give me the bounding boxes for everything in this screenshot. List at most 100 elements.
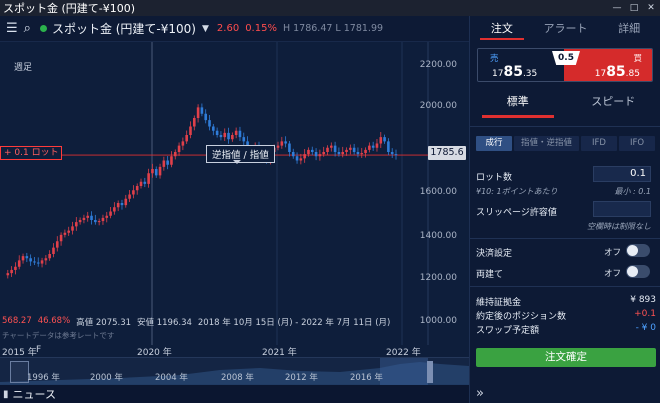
window-title: スポット金 (円建て-¥100) xyxy=(3,2,136,15)
candle-body xyxy=(189,126,192,135)
sell-button[interactable]: 売 1785.35 xyxy=(478,49,566,81)
sell-price: 1785.35 xyxy=(492,64,538,80)
y-tick-label: 1200.00 xyxy=(419,273,457,283)
symbol-selector[interactable]: スポット金 (円建て-¥100) xyxy=(51,22,196,36)
divider xyxy=(470,286,660,287)
chart-plot[interactable] xyxy=(0,42,469,345)
swap-label: スワップ予定額 xyxy=(476,326,540,336)
candle-body xyxy=(242,137,246,142)
candle-body xyxy=(333,145,337,152)
spread-badge: 0.5 xyxy=(552,51,580,65)
navigator-year: 2004 年 xyxy=(155,373,188,383)
y-tick-label: 1600.00 xyxy=(419,187,457,197)
candle-body xyxy=(288,143,291,152)
minimize-icon[interactable]: — xyxy=(612,2,622,13)
candle-body xyxy=(356,152,360,155)
settlement-label: 決済設定 xyxy=(476,249,513,259)
news-icon[interactable]: ▮ xyxy=(3,388,9,400)
range-navigator[interactable]: 1996 年 2000 年 2004 年 2008 年 2012 年 2016 … xyxy=(0,357,469,385)
candle-body xyxy=(246,141,249,148)
order-type-ifo[interactable]: IFO xyxy=(618,136,656,151)
navigator-window-left[interactable] xyxy=(10,361,29,383)
x-tick-label: 2021 年 xyxy=(262,348,297,358)
candle-body xyxy=(303,154,306,159)
order-type-market[interactable]: 成行 xyxy=(476,136,513,151)
candle-body xyxy=(238,130,242,138)
menu-icon[interactable]: ☰ xyxy=(6,21,18,36)
candle-body xyxy=(196,107,200,118)
candle-body xyxy=(6,273,10,276)
hedge-state: オフ xyxy=(603,269,621,279)
confirm-order-button[interactable]: 注文確定 xyxy=(476,348,656,367)
order-type-limit-stop[interactable]: 指値・逆指値 xyxy=(514,136,579,151)
candle-body xyxy=(280,141,284,146)
order-type-tooltip[interactable]: 逆指値 / 指値 xyxy=(206,145,275,164)
lot-input[interactable]: 0.1 xyxy=(593,166,651,182)
order-type-selector: 成行 指値・逆指値 IFD IFO xyxy=(476,136,656,151)
candle-body xyxy=(345,149,348,152)
stat-change-pct: 46.68% xyxy=(37,316,71,326)
tab-order[interactable]: 注文 xyxy=(470,16,534,42)
navigator-handle[interactable] xyxy=(427,361,433,383)
tab-details[interactable]: 詳細 xyxy=(618,22,641,35)
buy-label: 買 xyxy=(633,54,642,64)
double-chevron-icon[interactable]: » xyxy=(476,386,484,401)
mode-tabs: 標準 スピード xyxy=(470,90,660,118)
tab-standard[interactable]: 標準 xyxy=(470,90,566,118)
candle-body xyxy=(276,145,280,148)
chart-toolbar: ☰ ⌕ スポット金 (円建て-¥100) ▼ 2.60 0.15% H 1786… xyxy=(0,16,469,42)
divider xyxy=(470,238,660,239)
candle-body xyxy=(59,234,63,242)
candle-body xyxy=(94,220,97,223)
position-value: +0.1 xyxy=(634,309,656,319)
candle-body xyxy=(166,160,169,165)
timeframe-label[interactable]: 週足 xyxy=(14,63,33,73)
candle-body xyxy=(181,141,185,146)
y-tick-label: 1400.00 xyxy=(419,231,457,241)
candle-body xyxy=(375,143,379,148)
maximize-icon[interactable]: □ xyxy=(629,2,639,13)
lot-row: ロット数 0.1 ¥10: 1ポイントあたり 最小 : 0.1 xyxy=(476,166,656,206)
news-label[interactable]: ニュース xyxy=(12,388,56,401)
candle-body xyxy=(78,220,82,223)
chart-note: チャートデータは参考レートです xyxy=(2,331,115,340)
hedge-label: 両建て xyxy=(476,270,504,280)
lot-line-label[interactable]: + 0.1 ロット xyxy=(0,146,62,160)
tab-speed[interactable]: スピード xyxy=(591,95,636,108)
tab-alert[interactable]: アラート xyxy=(543,22,588,35)
slippage-input[interactable] xyxy=(593,201,651,217)
window-controls: — □ ✕ xyxy=(610,2,660,15)
candle-body xyxy=(227,132,230,140)
candle-body xyxy=(219,135,223,138)
settlement-toggle[interactable] xyxy=(626,244,650,257)
candle-body xyxy=(360,153,364,155)
price-chart[interactable]: 週足 2200.00 2000.00 1600.00 1400.00 1200.… xyxy=(0,42,469,345)
order-type-ifd[interactable]: IFD xyxy=(580,136,617,151)
chart-stats: 568.27 46.68% 高値 2075.31 安値 1196.34 2018… xyxy=(2,316,390,328)
news-bar[interactable]: ▮ ニュース xyxy=(0,385,469,403)
slippage-hint: 空欄時は制限なし xyxy=(587,222,651,231)
position-label: 約定後のポジション数 xyxy=(476,312,567,322)
search-icon[interactable]: ⌕ xyxy=(23,21,31,36)
candle-body xyxy=(349,147,352,150)
hedge-toggle[interactable] xyxy=(626,265,650,278)
price-change-pct: 0.15% xyxy=(245,23,277,34)
candle-body xyxy=(387,141,390,152)
candle-body xyxy=(234,130,238,135)
candle-body xyxy=(48,254,51,259)
candle-body xyxy=(341,152,345,155)
x-tick-label: 2015 年 xyxy=(2,348,37,358)
candle-body xyxy=(158,166,162,176)
candle-body xyxy=(231,135,234,140)
candle-body xyxy=(97,221,101,223)
chevron-down-icon[interactable]: ▼ xyxy=(202,23,209,34)
candle-body xyxy=(128,194,131,199)
swap-value: - ¥ 0 xyxy=(635,323,656,333)
buy-price: 1785.85 xyxy=(594,64,640,80)
candle-body xyxy=(67,230,70,233)
close-icon[interactable]: ✕ xyxy=(647,2,655,13)
candle-body xyxy=(318,154,322,157)
y-tick-label: 2200.00 xyxy=(419,60,457,70)
candle-body xyxy=(113,207,116,212)
